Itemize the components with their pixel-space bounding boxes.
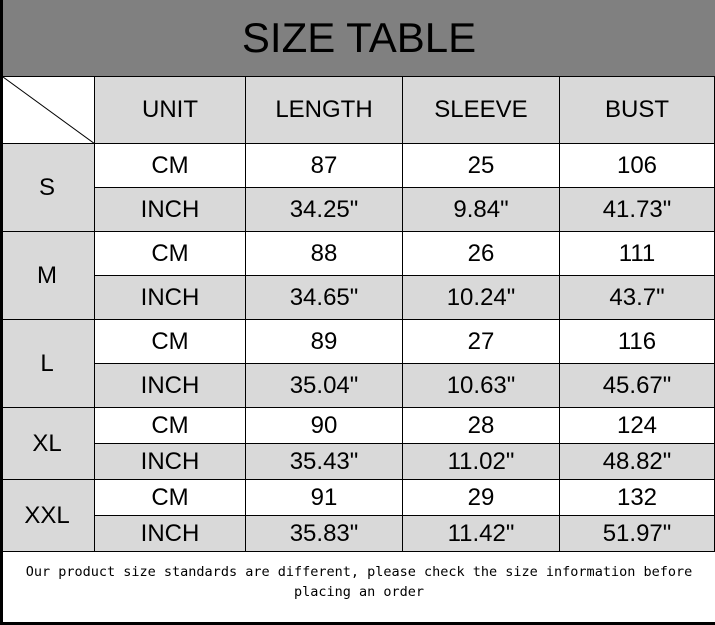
table-cell: 25 (403, 144, 560, 188)
unit-cell: CM (95, 480, 246, 516)
size-label: XL (0, 408, 95, 480)
table-cell: 106 (560, 144, 715, 188)
table-cell: 45.67" (560, 364, 715, 408)
table-cell: 35.83" (246, 516, 403, 552)
table-cell: 9.84" (403, 188, 560, 232)
table-cell: 27 (403, 320, 560, 364)
table-cell: 132 (560, 480, 715, 516)
table-cell: 34.65" (246, 276, 403, 320)
size-label: S (0, 144, 95, 232)
table-cell: 48.82" (560, 444, 715, 480)
unit-cell: CM (95, 144, 246, 188)
diagonal-line (2, 77, 95, 144)
table-cell: 10.24" (403, 276, 560, 320)
unit-cell: INCH (95, 188, 246, 232)
page-title: SIZE TABLE (0, 0, 715, 77)
table-cell: 41.73" (560, 188, 715, 232)
table-cell: 87 (246, 144, 403, 188)
table-cell: 35.43" (246, 444, 403, 480)
column-header: LENGTH (246, 77, 403, 144)
unit-cell: INCH (95, 516, 246, 552)
unit-cell: CM (95, 320, 246, 364)
table-cell: 90 (246, 408, 403, 444)
table-cell: 89 (246, 320, 403, 364)
table-cell: 88 (246, 232, 403, 276)
corner-cell (0, 77, 95, 144)
table-cell: 124 (560, 408, 715, 444)
column-header: BUST (560, 77, 715, 144)
table-cell: 51.97" (560, 516, 715, 552)
footer-note: Our product size standards are different… (3, 552, 715, 625)
column-header: UNIT (95, 77, 246, 144)
unit-cell: INCH (95, 444, 246, 480)
table-cell: 28 (403, 408, 560, 444)
table-cell: 11.02" (403, 444, 560, 480)
table-cell: 35.04" (246, 364, 403, 408)
table-cell: 29 (403, 480, 560, 516)
table-cell: 91 (246, 480, 403, 516)
size-label: M (0, 232, 95, 320)
table-cell: 43.7" (560, 276, 715, 320)
unit-cell: CM (95, 232, 246, 276)
table-cell: 26 (403, 232, 560, 276)
table-cell: 34.25" (246, 188, 403, 232)
table-cell: 10.63" (403, 364, 560, 408)
unit-cell: INCH (95, 364, 246, 408)
size-label: L (0, 320, 95, 408)
table-cell: 11.42" (403, 516, 560, 552)
size-label: XXL (0, 480, 95, 552)
table-cell: 111 (560, 232, 715, 276)
table-cell: 116 (560, 320, 715, 364)
column-header: SLEEVE (403, 77, 560, 144)
unit-cell: INCH (95, 276, 246, 320)
left-border (0, 77, 3, 625)
unit-cell: CM (95, 408, 246, 444)
